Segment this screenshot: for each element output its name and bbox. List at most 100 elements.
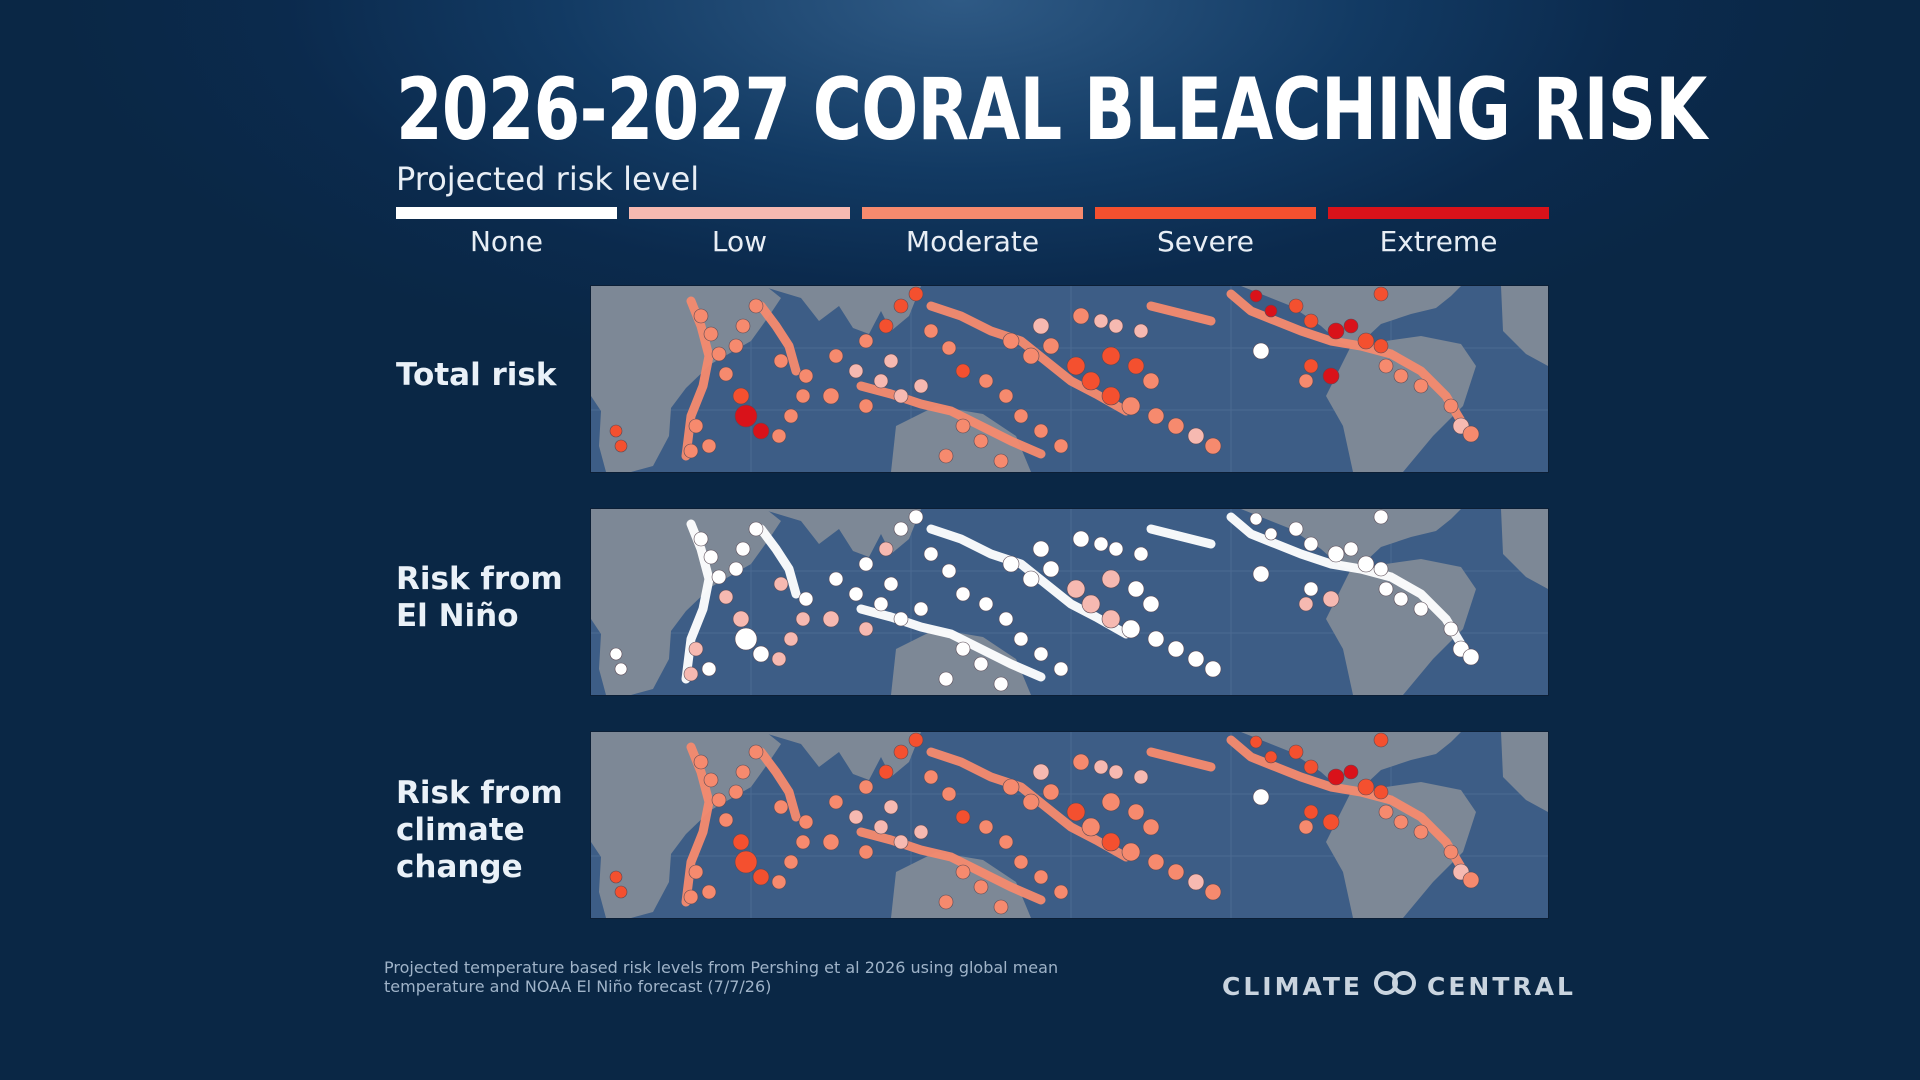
reef-site-marker xyxy=(941,563,957,579)
legend-swatch xyxy=(1095,207,1316,219)
reef-region-band xyxy=(1146,301,1216,326)
reef-site-marker xyxy=(1187,650,1205,668)
page-title: 2026-2027 CORAL BLEACHING RISK xyxy=(396,60,1707,160)
reef-region-band xyxy=(1146,524,1216,549)
reef-site-marker xyxy=(955,418,971,434)
reef-site-marker xyxy=(1022,347,1040,365)
reef-site-marker xyxy=(1033,423,1049,439)
reef-site-marker xyxy=(732,610,750,628)
reef-site-marker xyxy=(1204,883,1222,901)
reef-site-marker xyxy=(703,326,719,342)
reef-site-marker xyxy=(1264,304,1278,318)
reef-site-marker xyxy=(752,868,770,886)
reef-site-marker xyxy=(711,346,727,362)
reef-site-marker xyxy=(1373,784,1389,800)
reef-site-marker xyxy=(1322,590,1340,608)
reef-site-marker xyxy=(878,541,894,557)
reef-site-marker xyxy=(1142,818,1160,836)
risk-legend: None Low Moderate Severe Extreme xyxy=(396,207,1550,258)
reef-region-band xyxy=(1226,289,1466,426)
reef-site-marker xyxy=(908,286,924,302)
reef-site-marker xyxy=(1378,804,1394,820)
reef-site-marker xyxy=(1101,792,1121,812)
reef-site-marker xyxy=(1393,591,1409,607)
reef-site-marker xyxy=(1127,580,1145,598)
reef-site-marker xyxy=(923,769,939,785)
reef-site-marker xyxy=(701,661,717,677)
reef-site-marker xyxy=(1303,358,1319,374)
reef-site-marker xyxy=(1357,332,1375,350)
logo-text-left: CLIMATE xyxy=(1222,971,1363,1001)
panel-label-climate-change: Risk from climate change xyxy=(396,775,563,885)
europe-edge-landmass xyxy=(1501,732,1548,812)
reef-site-marker xyxy=(1413,601,1429,617)
reef-site-marker xyxy=(748,744,764,760)
europe-edge-landmass xyxy=(1501,509,1548,589)
reef-site-marker xyxy=(752,422,770,440)
reef-site-marker xyxy=(1002,332,1020,350)
reef-site-marker xyxy=(614,662,628,676)
legend-swatch xyxy=(396,207,617,219)
reef-site-marker xyxy=(609,870,623,884)
reef-site-marker xyxy=(1066,802,1086,822)
reef-site-marker xyxy=(1303,536,1319,552)
reef-site-marker xyxy=(913,378,929,394)
legend-label: Low xyxy=(711,225,768,258)
reef-site-marker xyxy=(1101,386,1121,406)
reef-site-marker xyxy=(1032,317,1050,335)
reef-site-marker xyxy=(1053,438,1069,454)
reef-site-marker xyxy=(923,323,939,339)
reef-site-marker xyxy=(828,571,844,587)
reef-site-marker xyxy=(998,834,1014,850)
australia-landmass xyxy=(891,852,1031,918)
reef-region-band xyxy=(1146,747,1216,772)
australia-landmass xyxy=(891,629,1031,695)
reef-site-marker xyxy=(1002,778,1020,796)
reef-site-marker xyxy=(1327,322,1345,340)
reef-site-marker xyxy=(735,541,751,557)
reef-site-marker xyxy=(1204,660,1222,678)
reef-site-marker xyxy=(1167,417,1185,435)
reef-site-marker xyxy=(923,546,939,562)
reef-site-marker xyxy=(1127,357,1145,375)
reef-site-marker xyxy=(848,809,864,825)
reef-site-marker xyxy=(771,874,787,890)
reef-site-marker xyxy=(1032,540,1050,558)
reef-site-marker xyxy=(1053,661,1069,677)
reef-site-marker xyxy=(1013,631,1029,647)
reef-site-marker xyxy=(1133,323,1149,339)
reef-site-marker xyxy=(1249,289,1263,303)
reef-site-marker xyxy=(873,373,889,389)
reef-site-marker xyxy=(1147,630,1165,648)
reef-site-marker xyxy=(1252,342,1270,360)
reef-site-marker xyxy=(1133,546,1149,562)
reef-site-marker xyxy=(1288,521,1304,537)
reef-site-marker xyxy=(1013,854,1029,870)
panel-label-el-nino: Risk from El Niño xyxy=(396,561,563,634)
reef-site-marker xyxy=(795,388,811,404)
reef-site-marker xyxy=(1147,853,1165,871)
reef-site-marker xyxy=(848,586,864,602)
reef-site-marker xyxy=(973,879,989,895)
reef-site-marker xyxy=(1322,367,1340,385)
reef-site-marker xyxy=(795,834,811,850)
reef-site-marker xyxy=(822,833,840,851)
reef-site-marker xyxy=(1303,313,1319,329)
reef-site-marker xyxy=(973,656,989,672)
reef-site-marker xyxy=(701,884,717,900)
legend-label: None xyxy=(469,225,544,258)
legend-title: Projected risk level xyxy=(396,160,700,198)
reef-site-marker xyxy=(1108,318,1124,334)
legend-label: Extreme xyxy=(1379,225,1498,258)
reef-site-marker xyxy=(1303,804,1319,820)
reef-site-marker xyxy=(1072,530,1090,548)
reef-site-marker xyxy=(748,521,764,537)
reef-site-marker xyxy=(1042,337,1060,355)
legend-item-severe: Severe xyxy=(1095,207,1316,258)
legend-item-moderate: Moderate xyxy=(862,207,1083,258)
reef-site-marker xyxy=(783,631,799,647)
reef-site-marker xyxy=(1252,788,1270,806)
reef-site-marker xyxy=(609,424,623,438)
reef-site-marker xyxy=(978,819,994,835)
map-total-risk xyxy=(590,285,1549,473)
